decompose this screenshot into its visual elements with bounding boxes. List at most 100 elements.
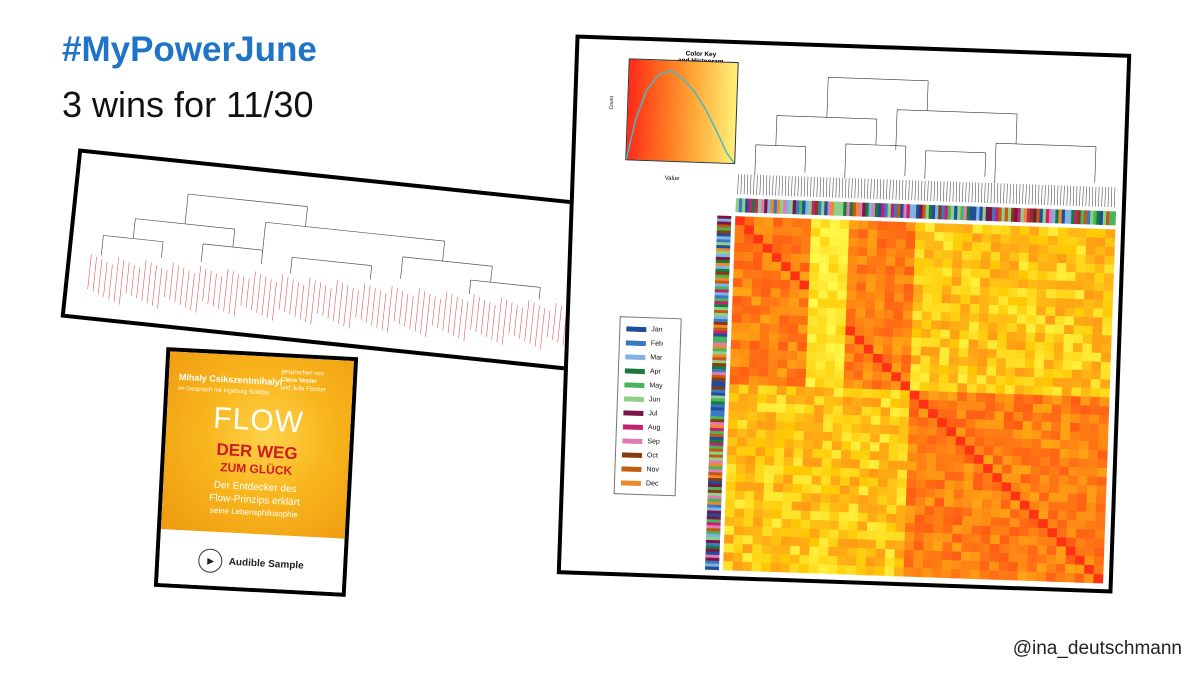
heatmap-cell bbox=[759, 323, 770, 333]
heatmap-cell bbox=[1029, 492, 1040, 502]
heatmap-cell bbox=[988, 304, 999, 315]
top-dendrogram-leaf bbox=[1085, 186, 1087, 207]
column-month-bar bbox=[941, 205, 946, 220]
heatmap-cell bbox=[1045, 315, 1056, 326]
heatmap-cell bbox=[1032, 394, 1044, 405]
heatmap-cell bbox=[774, 438, 785, 449]
heatmap-cell bbox=[991, 225, 1002, 235]
heatmap-cell bbox=[850, 441, 861, 452]
heatmap-cell bbox=[813, 404, 825, 415]
row-month-bar bbox=[716, 233, 731, 237]
heatmap-cell bbox=[744, 216, 755, 226]
heatmap-cell bbox=[751, 278, 762, 289]
row-month-bar bbox=[714, 306, 729, 311]
heatmap-cell bbox=[950, 569, 961, 579]
heatmap-cell bbox=[988, 295, 1000, 306]
heatmap-cell bbox=[852, 388, 863, 398]
heatmap-cell bbox=[778, 341, 789, 352]
heatmap-cell bbox=[789, 554, 800, 565]
heatmap-cell bbox=[1016, 314, 1027, 325]
heatmap-cell bbox=[848, 228, 859, 239]
heatmap-cell bbox=[891, 354, 902, 364]
row-month-bar bbox=[717, 221, 732, 226]
top-dendrogram-leaf bbox=[835, 177, 837, 198]
heatmap-cell bbox=[1030, 474, 1041, 484]
heatmap-cell bbox=[955, 427, 966, 438]
heatmap-cell bbox=[815, 351, 826, 362]
column-month-bar bbox=[792, 200, 797, 215]
audible-sample-label[interactable]: Audible Sample bbox=[228, 556, 304, 572]
heatmap-cell bbox=[802, 457, 813, 468]
heatmap-cell bbox=[1001, 473, 1012, 483]
heatmap-cell bbox=[863, 362, 874, 372]
heatmap-cell bbox=[756, 429, 767, 439]
heatmap-cell bbox=[861, 415, 872, 425]
heatmap-cell bbox=[1074, 298, 1085, 309]
heatmap-cell bbox=[917, 435, 928, 445]
column-month-bar bbox=[751, 198, 756, 213]
heatmap-cell bbox=[961, 277, 972, 287]
heatmap-cell bbox=[739, 366, 750, 377]
heatmap-cell bbox=[907, 443, 918, 454]
column-month-bar bbox=[1112, 211, 1117, 226]
heatmap-cell bbox=[802, 475, 813, 485]
heatmap-cell bbox=[930, 338, 941, 348]
heatmap-cell bbox=[823, 405, 834, 415]
heatmap-cell bbox=[1016, 323, 1027, 333]
heatmap-cell bbox=[779, 563, 791, 573]
heatmap-cell bbox=[835, 325, 846, 336]
audiobook-card[interactable]: Mihaly Csikszentmihalyi im Gespräch mit … bbox=[153, 347, 359, 597]
heatmap-cell bbox=[1084, 555, 1095, 566]
top-dendrogram-leaf bbox=[1098, 186, 1100, 207]
heatmap-cell bbox=[1047, 528, 1058, 538]
heatmap-cell bbox=[747, 402, 758, 413]
column-month-bar bbox=[931, 205, 936, 220]
play-icon[interactable]: ▶ bbox=[198, 548, 224, 574]
heatmap-cell bbox=[759, 332, 770, 342]
heatmap-cell bbox=[951, 276, 962, 287]
heatmap-cell bbox=[837, 264, 849, 274]
heatmap-cell bbox=[925, 470, 936, 481]
heatmap-cell bbox=[927, 408, 939, 419]
heatmap-cell bbox=[900, 390, 911, 400]
heatmap-cell bbox=[876, 522, 887, 532]
heatmap-cell bbox=[1092, 317, 1103, 327]
column-month-bar bbox=[1093, 210, 1098, 225]
heatmap-cell bbox=[1041, 412, 1052, 423]
heatmap-cell bbox=[781, 244, 792, 254]
heatmap-cell bbox=[1017, 553, 1029, 564]
heatmap-cell bbox=[810, 502, 821, 512]
heatmap-cell bbox=[942, 533, 953, 543]
heatmap-cell bbox=[819, 529, 830, 539]
heatmap-cell bbox=[896, 221, 907, 232]
heatmap-cell bbox=[1049, 475, 1060, 485]
heatmap-cell bbox=[1060, 413, 1071, 423]
heatmap-cell bbox=[880, 416, 891, 426]
heatmap-cell bbox=[858, 229, 869, 239]
heatmap-cell bbox=[1095, 512, 1106, 522]
top-dendrogram-leaf bbox=[813, 176, 815, 197]
top-dendrogram-leaf bbox=[1057, 185, 1059, 206]
heatmap-cell bbox=[787, 333, 799, 343]
row-month-bar bbox=[707, 498, 722, 503]
heatmap-cell bbox=[899, 416, 910, 427]
column-month-bar bbox=[1089, 210, 1094, 225]
heatmap-cell bbox=[773, 474, 784, 484]
heatmap-cell bbox=[1067, 227, 1078, 238]
top-dendrogram-leaf bbox=[778, 175, 780, 196]
heatmap-cell bbox=[885, 265, 896, 276]
heatmap-cell bbox=[1066, 537, 1077, 548]
heatmap-cell bbox=[947, 400, 958, 411]
heatmap-cell bbox=[786, 386, 797, 396]
heatmap-cell bbox=[990, 517, 1001, 527]
heatmap-cell bbox=[834, 361, 845, 371]
heatmap-cell bbox=[1058, 493, 1069, 503]
heatmap-cell bbox=[907, 461, 918, 471]
heatmap-cell bbox=[943, 506, 954, 517]
heatmap-cell bbox=[870, 433, 881, 443]
row-month-bar bbox=[716, 236, 731, 240]
heatmap-cell bbox=[980, 251, 992, 261]
column-month-bar bbox=[881, 203, 886, 218]
heatmap-cell bbox=[865, 291, 876, 302]
heatmap-cell bbox=[1089, 423, 1100, 433]
